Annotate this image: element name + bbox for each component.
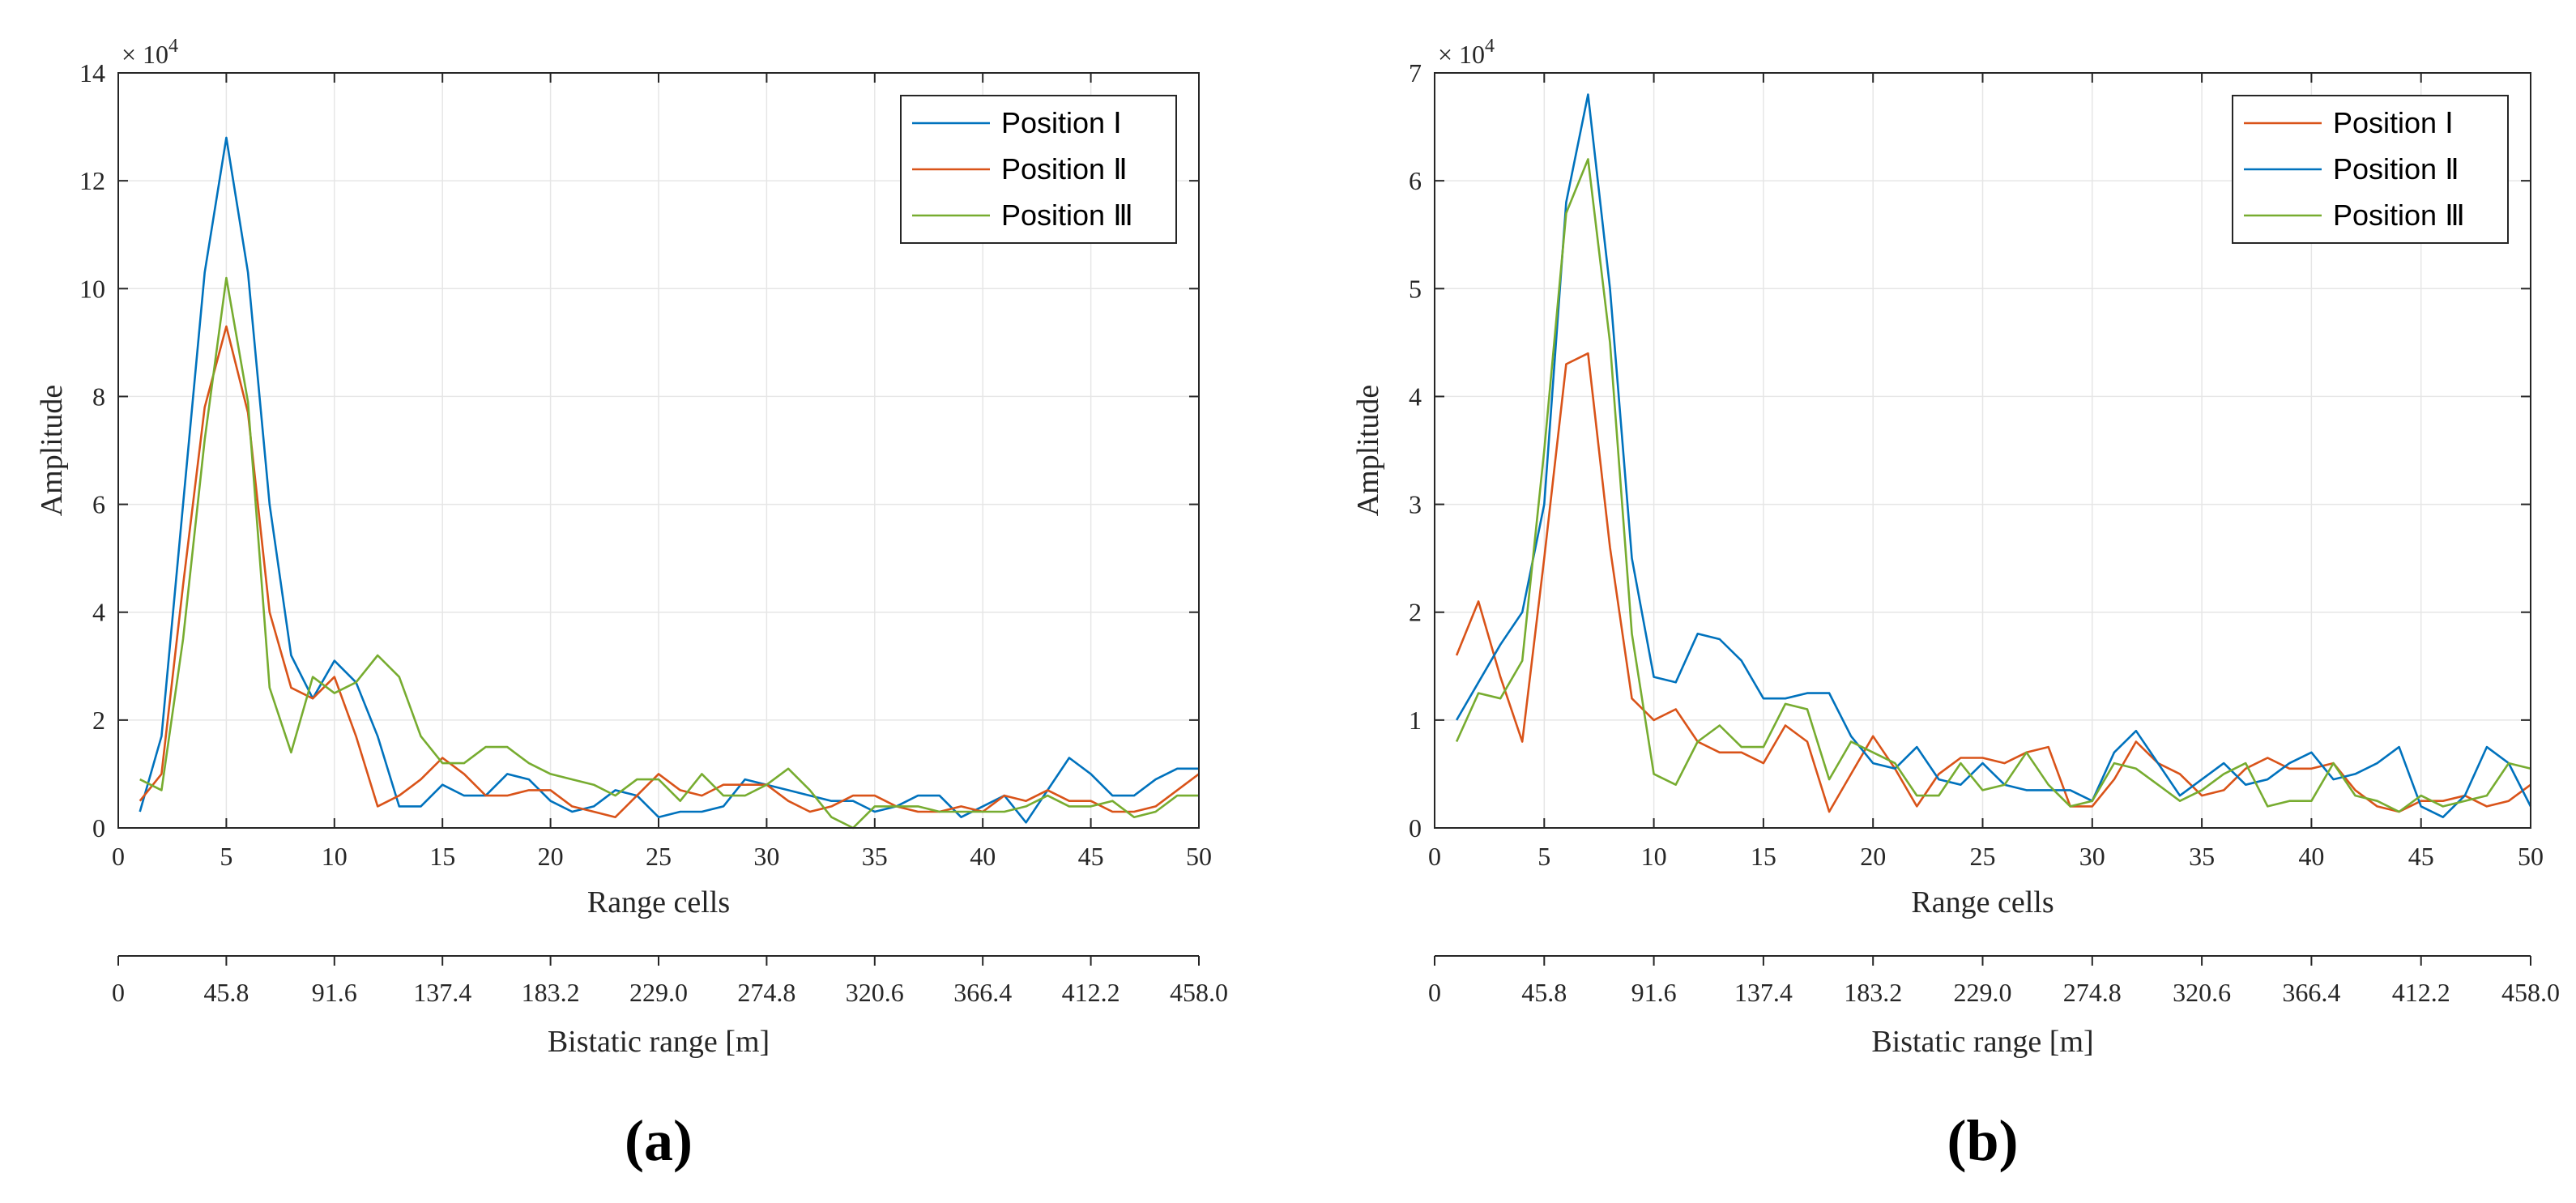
x-tick-label: 35: [862, 842, 888, 871]
y-axis-label: Amplitude: [1351, 385, 1385, 517]
series-line-3: [1455, 158, 2531, 813]
legend-entry-2: Position Ⅱ: [1001, 152, 1128, 186]
legend: Position Ⅰ Position Ⅱ Position Ⅲ: [900, 95, 1177, 244]
x-tick-label: 10: [322, 842, 348, 871]
x-tick-label: 20: [538, 842, 564, 871]
y-tick-label: 2: [1409, 598, 1422, 627]
y-tick-label: 1: [1409, 706, 1422, 735]
secondary-tick-label: 183.2: [522, 978, 580, 1007]
secondary-tick-label: 0: [112, 978, 125, 1007]
secondary-tick-label: 229.0: [1954, 978, 2012, 1007]
y-tick-label: 6: [1409, 166, 1422, 195]
x-tick-label: 45: [1078, 842, 1104, 871]
grid-lines: [1435, 73, 2531, 828]
y-tick-label: 8: [92, 382, 105, 411]
secondary-tick-label: 91.6: [312, 978, 357, 1007]
y-tick-label: 5: [1409, 274, 1422, 303]
grid-lines: [118, 73, 1199, 828]
x-tick-label: 5: [1537, 842, 1550, 871]
y-exponent-label: × 104: [1438, 36, 1495, 69]
x-tick-label: 40: [2298, 842, 2324, 871]
y-exponent-power: 4: [1485, 36, 1495, 57]
secondary-tick-label: 274.8: [2063, 978, 2122, 1007]
secondary-tick-label: 91.6: [1631, 978, 1677, 1007]
secondary-tick-label: 183.2: [1844, 978, 1902, 1007]
series-line-3: [139, 276, 1199, 830]
secondary-tick-label: 320.6: [2173, 978, 2231, 1007]
secondary-axis-label: Bistatic range [m]: [548, 1025, 770, 1059]
secondary-tick-label: 137.4: [413, 978, 471, 1007]
x-tick-label: 15: [429, 842, 455, 871]
y-tick-label: 12: [79, 166, 105, 195]
secondary-tick-label: 274.8: [737, 978, 795, 1007]
secondary-tick-label: 0: [1428, 978, 1441, 1007]
series-line-1: [139, 136, 1199, 824]
series-line-2: [139, 325, 1200, 819]
x-tick-label: 0: [112, 842, 125, 871]
secondary-tick-label: 45.8: [1521, 978, 1567, 1007]
secondary-tick-label: 458.0: [1170, 978, 1228, 1007]
y-tick-label: 6: [92, 490, 105, 519]
x-tick-label: 10: [1641, 842, 1667, 871]
secondary-tick-label: 45.8: [203, 978, 249, 1007]
y-tick-label: 7: [1409, 58, 1422, 87]
legend-entry-2: Position Ⅱ: [2333, 152, 2459, 186]
series-line-2: [1455, 93, 2532, 819]
secondary-tick-label: 137.4: [1734, 978, 1793, 1007]
x-tick-label: 0: [1428, 842, 1441, 871]
legend-entry-1: Position Ⅰ: [2333, 106, 2454, 139]
x-tick-label: 25: [646, 842, 672, 871]
x-tick-label: 20: [1860, 842, 1886, 871]
secondary-tick-label: 458.0: [2501, 978, 2560, 1007]
x-tick-label: 45: [2408, 842, 2434, 871]
x-tick-label: 35: [2189, 842, 2215, 871]
x-tick-label: 50: [2518, 842, 2544, 871]
secondary-tick-label: 320.6: [846, 978, 904, 1007]
panel-label: (b): [1947, 1108, 2019, 1173]
legend: Position Ⅰ Position Ⅱ Position Ⅲ: [2232, 95, 2509, 244]
legend-entry-3: Position Ⅲ: [1001, 198, 1133, 232]
secondary-tick-label: 366.4: [2282, 978, 2340, 1007]
y-exponent-label: × 104: [122, 36, 178, 69]
x-tick-label: 5: [220, 842, 232, 871]
legend-entry-3: Position Ⅲ: [2333, 198, 2465, 232]
y-exponent-power: 4: [168, 36, 178, 57]
x-tick-label: 50: [1186, 842, 1212, 871]
y-tick-label: 3: [1409, 490, 1422, 519]
y-tick-label: 2: [92, 706, 105, 735]
panel-label: (a): [625, 1108, 693, 1173]
legend-entry-1: Position Ⅰ: [1001, 106, 1122, 139]
secondary-tick-label: 412.2: [1062, 978, 1120, 1007]
y-tick-label: 4: [1409, 382, 1422, 411]
x-axis-label: Range cells: [1911, 885, 2054, 919]
secondary-tick-label: 412.2: [2392, 978, 2450, 1007]
secondary-axis-label: Bistatic range [m]: [1871, 1025, 2093, 1059]
y-exponent-base: × 10: [1438, 40, 1485, 69]
secondary-tick-label: 229.0: [629, 978, 688, 1007]
x-tick-label: 15: [1751, 842, 1776, 871]
x-tick-label: 25: [1970, 842, 1996, 871]
y-axis-label: Amplitude: [35, 385, 69, 517]
series-line-1: [1455, 352, 2531, 813]
x-tick-label: 30: [753, 842, 779, 871]
y-tick-label: 4: [92, 598, 105, 627]
y-tick-label: 0: [92, 813, 105, 843]
x-tick-label: 30: [2079, 842, 2105, 871]
y-exponent-base: × 10: [122, 40, 168, 69]
y-tick-label: 14: [79, 58, 105, 87]
x-tick-label: 40: [970, 842, 996, 871]
secondary-tick-label: 366.4: [953, 978, 1012, 1007]
x-axis-label: Range cells: [587, 885, 730, 919]
y-tick-label: 10: [79, 274, 105, 303]
y-tick-label: 0: [1409, 813, 1422, 843]
